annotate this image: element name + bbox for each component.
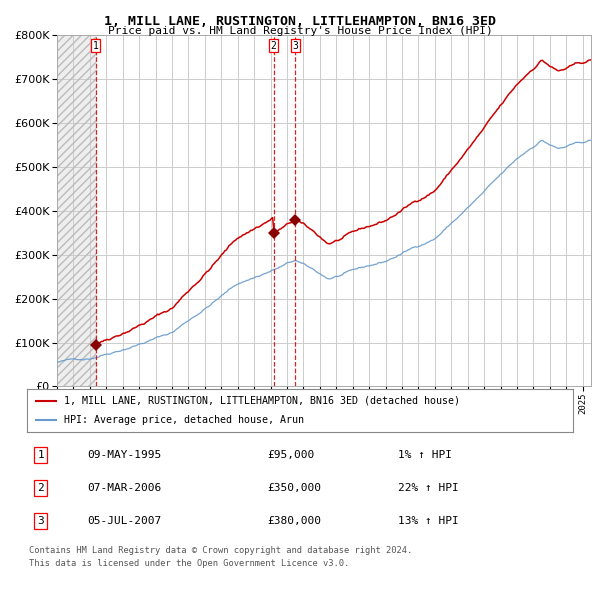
Text: 1% ↑ HPI: 1% ↑ HPI (398, 450, 452, 460)
Text: £95,000: £95,000 (267, 450, 314, 460)
Bar (57, 35, 96, 386)
Text: £380,000: £380,000 (267, 516, 321, 526)
Text: HPI: Average price, detached house, Arun: HPI: Average price, detached house, Arun (64, 415, 304, 425)
Text: 05-JUL-2007: 05-JUL-2007 (87, 516, 161, 526)
Text: £350,000: £350,000 (267, 483, 321, 493)
Text: 2: 2 (271, 41, 277, 51)
Text: 3: 3 (292, 41, 298, 51)
Text: Contains HM Land Registry data © Crown copyright and database right 2024.: Contains HM Land Registry data © Crown c… (29, 546, 412, 555)
Text: 07-MAR-2006: 07-MAR-2006 (87, 483, 161, 493)
Bar (57, 35, 96, 386)
Text: 2: 2 (37, 483, 44, 493)
Text: 1, MILL LANE, RUSTINGTON, LITTLEHAMPTON, BN16 3ED: 1, MILL LANE, RUSTINGTON, LITTLEHAMPTON,… (104, 15, 496, 28)
Text: 09-MAY-1995: 09-MAY-1995 (87, 450, 161, 460)
Text: 1: 1 (37, 450, 44, 460)
Text: 22% ↑ HPI: 22% ↑ HPI (398, 483, 459, 493)
Text: 13% ↑ HPI: 13% ↑ HPI (398, 516, 459, 526)
Text: Price paid vs. HM Land Registry's House Price Index (HPI): Price paid vs. HM Land Registry's House … (107, 26, 493, 36)
Text: 1: 1 (93, 41, 99, 51)
Text: 3: 3 (37, 516, 44, 526)
Text: This data is licensed under the Open Government Licence v3.0.: This data is licensed under the Open Gov… (29, 559, 349, 568)
Text: 1, MILL LANE, RUSTINGTON, LITTLEHAMPTON, BN16 3ED (detached house): 1, MILL LANE, RUSTINGTON, LITTLEHAMPTON,… (64, 396, 460, 406)
